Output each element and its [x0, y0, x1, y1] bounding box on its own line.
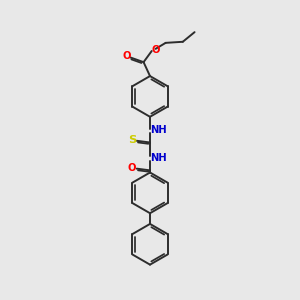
Text: S: S [128, 135, 136, 146]
Text: O: O [151, 44, 160, 55]
Text: NH: NH [150, 125, 166, 135]
Text: O: O [128, 163, 136, 173]
Text: O: O [122, 51, 131, 62]
Text: NH: NH [150, 153, 166, 163]
